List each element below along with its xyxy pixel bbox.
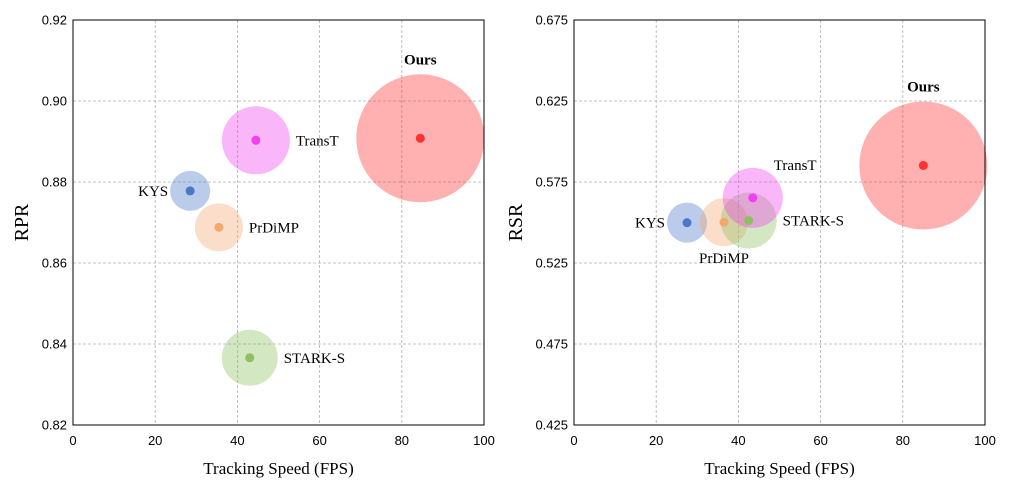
rsr-chart: 0 20 40 60 80 100 0.425 0.475 0.525 0.575 0.625 0.6… [505,13,996,479]
y-tick-label: 0.92 [42,13,67,28]
x-axis-title: Tracking Speed (FPS) [203,459,354,478]
y-tick-label: 0.625 [535,94,568,109]
x-tick-label: 20 [148,433,162,448]
x-tick-label: 80 [395,433,409,448]
label-stark-s: STARK-S [783,214,844,230]
point-stark-s [744,216,754,226]
point-ours [415,133,425,143]
point-stark-s [245,353,255,363]
label-ours: Ours [907,79,940,95]
label-kys: KYS [635,216,665,232]
y-tick-label: 0.90 [42,94,67,109]
x-tick-label: 40 [230,433,244,448]
point-ours [918,160,928,170]
y-tick-label: 0.675 [535,13,568,28]
x-tick-label: 60 [312,433,326,448]
y-tick-label: 0.86 [42,256,67,271]
y-tick-label: 0.425 [535,418,568,433]
y-tick-label: 0.88 [42,175,67,190]
label-stark-s: STARK-S [284,351,345,367]
x-axis-title: Tracking Speed (FPS) [704,459,855,478]
point-transt [748,193,758,203]
point-transt [251,135,261,145]
label-transt: TransT [296,133,339,149]
point-kys [682,218,692,228]
x-tick-label: 100 [974,433,996,448]
rpr-chart: 0 20 40 60 80 100 0.82 0.84 0.86 0.88 0.90 0.92 Trac… [11,13,495,479]
x-tick-label: 0 [69,433,76,448]
y-axis-title: RPR [11,203,33,241]
point-prdimp [719,217,729,227]
point-kys [185,186,195,196]
plot-frame [72,19,485,426]
x-tick-label: 60 [813,433,827,448]
plot-frame [573,19,986,426]
x-tick-label: 20 [649,433,663,448]
x-tick-label: 80 [896,433,910,448]
y-tick-label: 0.525 [535,256,568,271]
x-tick-label: 40 [731,433,745,448]
x-tick-label: 100 [473,433,495,448]
y-tick-label: 0.575 [535,175,568,190]
y-axis-title: RSR [505,203,527,241]
label-transt: TransT [774,158,817,174]
point-prdimp [214,222,224,232]
label-prdimp: PrDiMP [699,251,749,267]
y-tick-label: 0.82 [42,418,67,433]
x-tick-label: 0 [570,433,577,448]
label-kys: KYS [138,184,168,200]
label-prdimp: PrDiMP [249,220,299,236]
y-tick-label: 0.84 [42,337,67,352]
label-ours: Ours [404,52,437,68]
y-tick-label: 0.475 [535,337,568,352]
